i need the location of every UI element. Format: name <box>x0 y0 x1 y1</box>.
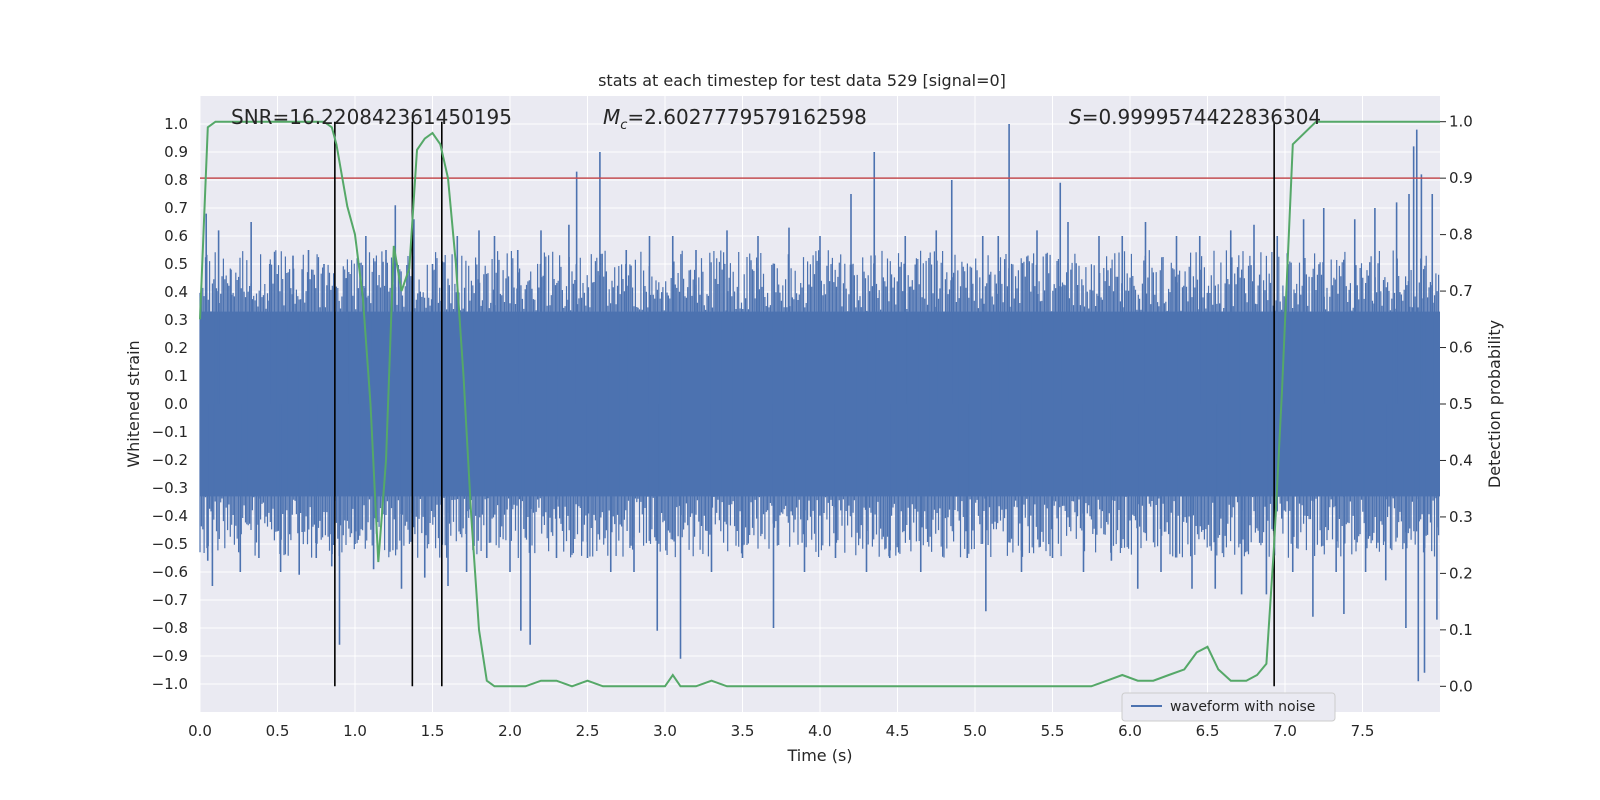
x-tick-label: 3.5 <box>731 722 755 740</box>
mc-symbol: M <box>603 105 620 129</box>
y-tick-label: −0.3 <box>152 479 188 497</box>
y-tick-label: −0.4 <box>152 507 188 525</box>
y-axis-ticks: 1.0 0.9 0.8 0.7 0.6 0.5 0.4 0.3 0.2 0.1 0.0 −0.1 −0.… <box>152 115 188 693</box>
legend-label: waveform with noise <box>1170 699 1315 715</box>
y-tick-label: −0.5 <box>152 535 188 553</box>
y2-tick-label: 0.3 <box>1449 508 1473 526</box>
y-tick-label: 0.4 <box>164 283 188 301</box>
y2-tick-label: 0.5 <box>1449 395 1473 413</box>
detection-probability-line <box>199 120 1440 688</box>
snr-annotation: SNR=16.220842361450195 <box>231 105 512 129</box>
y-tick-label: 0.8 <box>164 171 188 189</box>
x-tick-label: 7.0 <box>1273 722 1297 740</box>
y-tick-label: 0.5 <box>164 255 188 273</box>
s-value: =0.9999574422836304 <box>1082 105 1321 129</box>
y2-tick-label: 0.2 <box>1449 564 1473 582</box>
x-tick-label: 0.5 <box>266 722 290 740</box>
y2-tick-label: 0.9 <box>1449 169 1473 187</box>
y2-tick-label: 0.0 <box>1449 677 1473 695</box>
x-tick-label: 4.0 <box>808 722 832 740</box>
y2-tick-label: 0.6 <box>1449 339 1473 357</box>
x-tick-label: 2.5 <box>576 722 600 740</box>
x-axis-ticks: 0.0 0.5 1.0 1.5 2.0 2.5 3.0 3.5 4.0 4.5 5.0 5.5 6.0 6… <box>188 722 1374 740</box>
waveform-spikes <box>199 124 1440 682</box>
y-tick-label: −0.6 <box>152 563 188 581</box>
y2-tick-label: 0.1 <box>1449 621 1473 639</box>
y-tick-label: 0.7 <box>164 199 188 217</box>
x-tick-label: 6.5 <box>1196 722 1220 740</box>
x-tick-label: 2.0 <box>498 722 522 740</box>
y-tick-label: −0.9 <box>152 647 188 665</box>
y-tick-label: 0.2 <box>164 339 188 357</box>
x-tick-label: 6.0 <box>1118 722 1142 740</box>
y-tick-label: 0.3 <box>164 311 188 329</box>
waveform-noise-texture <box>199 250 1440 558</box>
y2-tick-label: 0.4 <box>1449 451 1473 469</box>
x-tick-label: 4.5 <box>886 722 910 740</box>
significance-annotation: S=0.9999574422836304 <box>1069 105 1321 129</box>
mc-value: =2.6027779579162598 <box>627 105 866 129</box>
y-tick-label: 0.0 <box>164 395 188 413</box>
x-tick-label: 5.0 <box>963 722 987 740</box>
y-tick-label: 0.1 <box>164 367 188 385</box>
y2-tick-label: 0.8 <box>1449 226 1473 244</box>
x-tick-label: 1.0 <box>343 722 367 740</box>
y-tick-label: 0.9 <box>164 143 188 161</box>
x-tick-label: 5.5 <box>1041 722 1065 740</box>
y-tick-label: −0.2 <box>152 451 188 469</box>
y-tick-label: 1.0 <box>164 115 188 133</box>
y-tick-label: −1.0 <box>152 675 188 693</box>
y2-axis-label: Detection probability <box>1485 320 1504 488</box>
x-tick-label: 1.5 <box>421 722 445 740</box>
legend-box <box>1121 692 1336 722</box>
mc-subscript: c <box>620 118 627 133</box>
y-tick-label: −0.8 <box>152 619 188 637</box>
chart-title: stats at each timestep for test data 529… <box>598 71 1006 90</box>
x-tick-label: 3.0 <box>653 722 677 740</box>
s-symbol: S <box>1069 105 1082 129</box>
y-tick-label: −0.1 <box>152 423 188 441</box>
y-axis-label: Whitened strain <box>124 340 143 467</box>
y2-tick-label: 1.0 <box>1449 113 1473 131</box>
x-tick-label: 7.5 <box>1351 722 1375 740</box>
detection-probability-series <box>199 120 1440 688</box>
y2-axis-ticks: 1.0 0.9 0.8 0.7 0.6 0.5 0.4 0.3 0.2 0.1 0.0 <box>1440 113 1473 695</box>
y-tick-label: −0.7 <box>152 591 188 609</box>
legend: waveform with noise <box>1121 692 1336 722</box>
x-axis-label: Time (s) <box>786 746 852 765</box>
y2-tick-label: 0.7 <box>1449 282 1473 300</box>
y-tick-label: 0.6 <box>164 227 188 245</box>
chirp-mass-annotation: Mc=2.6027779579162598 <box>603 105 867 133</box>
x-tick-label: 0.0 <box>188 722 212 740</box>
